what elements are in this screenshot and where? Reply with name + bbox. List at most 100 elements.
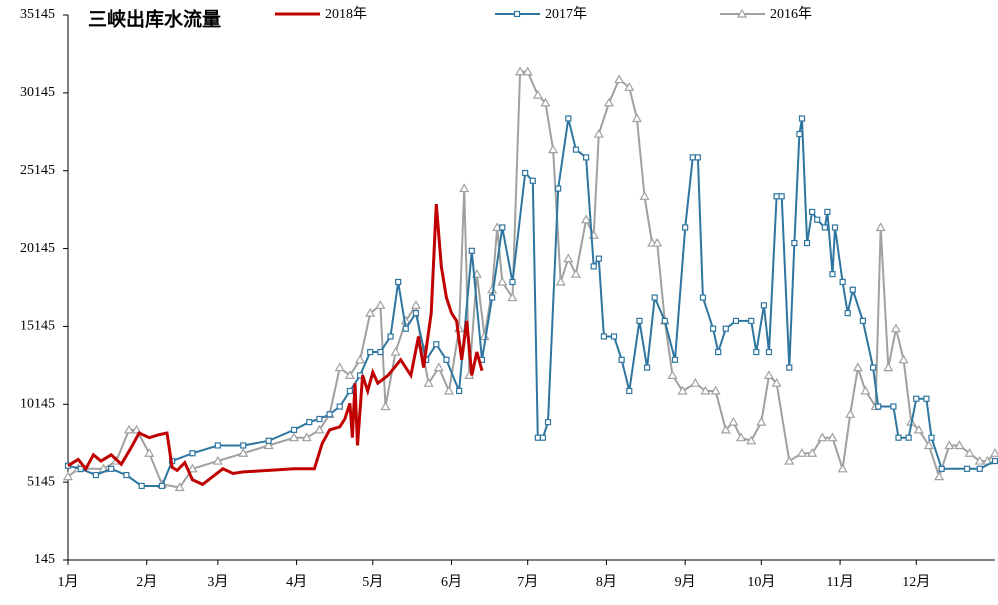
marker bbox=[875, 403, 882, 410]
marker bbox=[316, 415, 323, 423]
marker bbox=[763, 370, 774, 380]
marker bbox=[600, 333, 607, 340]
marker bbox=[991, 457, 998, 465]
marker bbox=[144, 448, 155, 457]
marker bbox=[778, 193, 785, 200]
marker bbox=[529, 177, 536, 184]
marker bbox=[839, 278, 846, 286]
x-tick-label: 9月 bbox=[675, 574, 696, 590]
marker bbox=[715, 348, 722, 356]
marker bbox=[326, 411, 333, 418]
marker bbox=[593, 128, 604, 138]
marker bbox=[555, 276, 566, 286]
marker bbox=[410, 300, 421, 309]
marker bbox=[62, 471, 74, 481]
marker bbox=[710, 385, 721, 395]
marker bbox=[690, 377, 701, 387]
y-tick-label: 25145 bbox=[20, 163, 55, 178]
marker bbox=[565, 115, 572, 122]
marker bbox=[522, 169, 529, 177]
marker bbox=[860, 385, 871, 395]
marker bbox=[289, 432, 300, 442]
x-tick-label: 1月 bbox=[58, 574, 79, 590]
marker bbox=[590, 263, 597, 270]
marker bbox=[402, 325, 409, 332]
marker bbox=[603, 97, 614, 107]
marker bbox=[989, 448, 998, 457]
marker bbox=[976, 465, 983, 472]
marker bbox=[626, 387, 633, 395]
marker bbox=[890, 403, 897, 410]
marker bbox=[355, 354, 366, 364]
legend-label: 2017年 bbox=[545, 6, 587, 22]
marker bbox=[265, 437, 272, 444]
marker bbox=[753, 348, 760, 356]
marker bbox=[614, 74, 625, 84]
marker bbox=[77, 465, 84, 472]
marker bbox=[123, 471, 130, 479]
marker bbox=[344, 370, 355, 380]
marker bbox=[694, 154, 701, 161]
x-tick-label: 3月 bbox=[207, 574, 228, 590]
marker bbox=[212, 455, 223, 465]
marker bbox=[954, 440, 965, 450]
y-tick-label: 10145 bbox=[20, 397, 55, 412]
marker bbox=[240, 442, 247, 449]
marker bbox=[852, 362, 863, 372]
marker bbox=[736, 8, 748, 18]
marker bbox=[964, 448, 975, 457]
marker bbox=[263, 440, 274, 450]
marker bbox=[532, 89, 543, 99]
marker bbox=[732, 317, 740, 325]
marker bbox=[123, 424, 134, 434]
x-tick-label: 7月 bbox=[517, 574, 538, 590]
marker bbox=[509, 278, 516, 286]
marker bbox=[555, 185, 562, 192]
marker bbox=[898, 354, 909, 364]
marker bbox=[459, 183, 470, 193]
marker bbox=[610, 333, 618, 340]
marker bbox=[92, 471, 100, 479]
marker bbox=[923, 440, 935, 450]
marker bbox=[513, 10, 521, 18]
marker bbox=[631, 113, 642, 123]
marker bbox=[748, 317, 755, 325]
marker bbox=[760, 302, 767, 309]
marker bbox=[570, 268, 581, 278]
marker bbox=[689, 154, 696, 161]
marker bbox=[581, 214, 592, 224]
legend-label: 2018年 bbox=[325, 6, 367, 22]
marker bbox=[346, 387, 354, 395]
marker bbox=[390, 346, 401, 356]
marker bbox=[913, 395, 920, 402]
marker bbox=[824, 208, 831, 216]
marker bbox=[652, 237, 663, 247]
marker bbox=[890, 323, 901, 333]
marker bbox=[837, 463, 848, 473]
marker bbox=[831, 224, 839, 231]
marker bbox=[387, 333, 394, 340]
marker bbox=[651, 294, 658, 301]
marker bbox=[765, 348, 773, 356]
y-tick-label: 5145 bbox=[27, 474, 55, 489]
marker bbox=[849, 286, 856, 293]
marker bbox=[756, 416, 767, 426]
marker bbox=[433, 341, 440, 348]
legend-label: 2016年 bbox=[770, 6, 812, 22]
marker bbox=[859, 317, 867, 325]
marker bbox=[771, 377, 782, 387]
marker bbox=[548, 144, 559, 154]
marker bbox=[489, 294, 496, 301]
marker bbox=[456, 387, 463, 395]
marker bbox=[928, 434, 935, 441]
marker bbox=[365, 307, 376, 317]
marker bbox=[735, 432, 747, 442]
marker bbox=[618, 356, 625, 363]
marker bbox=[515, 66, 526, 76]
marker bbox=[367, 348, 374, 356]
marker bbox=[544, 419, 552, 426]
marker bbox=[214, 442, 221, 449]
marker bbox=[938, 465, 945, 472]
marker bbox=[699, 294, 707, 301]
